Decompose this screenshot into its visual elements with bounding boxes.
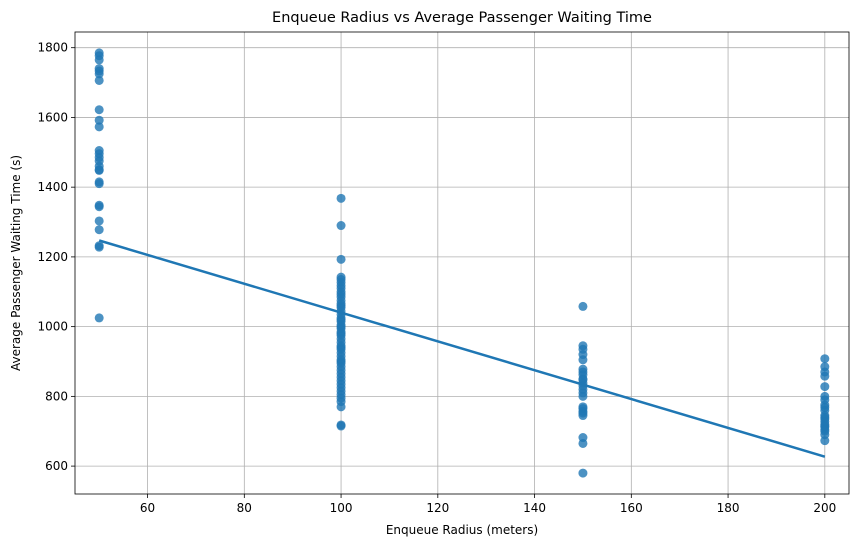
grid-lines [75, 32, 849, 494]
y-tick-label: 1800 [37, 41, 68, 55]
chart-title: Enqueue Radius vs Average Passenger Wait… [272, 10, 652, 26]
regression-line-group [98, 239, 826, 458]
y-axis-label: Average Passenger Waiting Time (s) [9, 155, 23, 371]
data-point [336, 343, 346, 353]
x-tick-label: 100 [330, 501, 353, 515]
data-point [578, 468, 588, 478]
data-point [820, 412, 830, 422]
data-point [820, 371, 830, 381]
x-tick-label: 60 [140, 501, 155, 515]
data-point [94, 313, 104, 323]
data-point [336, 301, 346, 311]
y-tick-label: 600 [45, 459, 68, 473]
regression-line [98, 239, 826, 458]
data-point [336, 254, 346, 264]
data-point [336, 221, 346, 231]
y-tick-label: 800 [45, 389, 68, 403]
data-point [94, 225, 104, 235]
data-point [336, 357, 346, 367]
data-point [94, 105, 104, 115]
data-point [336, 315, 346, 325]
data-point [94, 179, 104, 189]
x-tick-label: 200 [813, 501, 836, 515]
data-point [578, 438, 588, 448]
data-point [820, 436, 830, 446]
data-point [94, 202, 104, 212]
data-point [336, 329, 346, 339]
axis-ticks: 60 80 100 120 140 160 180 200 600 800 1000 1200 1400… [37, 41, 836, 515]
data-point [336, 402, 346, 412]
x-tick-label: 160 [620, 501, 643, 515]
data-point [336, 421, 346, 431]
data-point [820, 382, 830, 392]
x-tick-label: 140 [523, 501, 546, 515]
data-point [578, 374, 588, 384]
data-point [94, 242, 104, 252]
data-point [578, 355, 588, 365]
x-tick-label: 80 [237, 501, 252, 515]
data-point [336, 322, 346, 332]
data-point [94, 75, 104, 85]
data-point [820, 354, 830, 364]
data-point [578, 411, 588, 421]
data-point [94, 55, 104, 65]
data-points [94, 48, 830, 478]
x-axis-label: Enqueue Radius (meters) [386, 523, 538, 537]
data-point [578, 391, 588, 401]
x-tick-label: 180 [717, 501, 740, 515]
y-tick-label: 1000 [37, 320, 68, 334]
y-tick-label: 1400 [37, 180, 68, 194]
data-point [94, 122, 104, 132]
data-point [578, 301, 588, 311]
data-point [94, 216, 104, 226]
data-point [94, 165, 104, 175]
x-tick-label: 120 [426, 501, 449, 515]
data-point [94, 69, 104, 79]
data-point [94, 115, 104, 125]
y-tick-label: 1600 [37, 110, 68, 124]
y-tick-label: 1200 [37, 250, 68, 264]
plot-frame [74, 31, 850, 495]
data-point [336, 193, 346, 203]
